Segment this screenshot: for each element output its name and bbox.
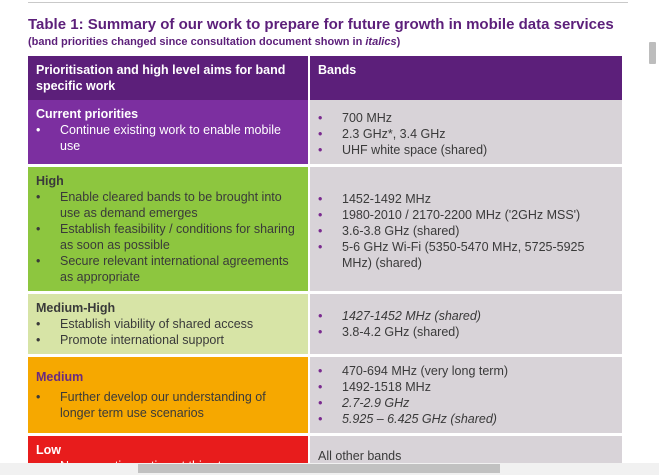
vertical-scroll-thumb[interactable] — [649, 42, 656, 64]
caption-subtitle-italic: italics — [365, 36, 397, 48]
priority-label: Low — [36, 443, 61, 457]
aims-list: Continue existing work to enable mobile … — [36, 122, 300, 154]
band-item: 3.6-3.8 GHz (shared) — [318, 223, 614, 239]
table-row-medium-high: Medium-High Establish viability of share… — [28, 294, 622, 357]
aim-item: Establish feasibility / conditions for s… — [36, 221, 300, 253]
priority-label: High — [36, 174, 64, 188]
band-item: 1452-1492 MHz — [318, 191, 614, 207]
band-item: 2.7-2.9 GHz — [318, 395, 614, 411]
header-bands: Bands — [310, 56, 622, 100]
band-item: 5.925 – 6.425 GHz (shared) — [318, 411, 614, 427]
table-caption: Table 1: Summary of our work to prepare … — [28, 16, 633, 49]
caption-subtitle-prefix: (band priorities changed since consultat… — [28, 36, 366, 48]
aims-list: Further develop our understanding of lon… — [36, 389, 300, 421]
aims-list: Enable cleared bands to be brought into … — [36, 189, 300, 285]
priority-cell: Current priorities Continue existing wor… — [28, 100, 310, 167]
horizontal-scroll-thumb[interactable] — [138, 464, 500, 473]
bands-list: 470-694 MHz (very long term) 1492-1518 M… — [318, 359, 614, 427]
bands-list: 1452-1492 MHz 1980-2010 / 2170-2200 MHz … — [318, 187, 614, 271]
aim-item: Enable cleared bands to be brought into … — [36, 189, 300, 221]
caption-title: Table 1: Summary of our work to prepare … — [28, 16, 614, 33]
caption-subtitle: (band priorities changed since consultat… — [28, 35, 633, 49]
vertical-scrollbar[interactable] — [647, 0, 659, 475]
top-divider — [28, 2, 628, 3]
band-item: 1492-1518 MHz — [318, 379, 614, 395]
summary-table: Prioritisation and high level aims for b… — [28, 56, 622, 475]
priority-cell: High Enable cleared bands to be brought … — [28, 167, 310, 294]
table-row-current-priorities: Current priorities Continue existing wor… — [28, 100, 622, 167]
band-item: 5-6 GHz Wi-Fi (5350-5470 MHz, 5725-5925 … — [318, 239, 614, 271]
band-item: 3.8-4.2 GHz (shared) — [318, 324, 614, 340]
priority-label: Medium — [36, 370, 84, 384]
priority-label: Current priorities — [36, 107, 139, 121]
aim-item: Establish viability of shared access — [36, 316, 300, 332]
priority-label: Medium-High — [36, 301, 116, 315]
table-row-medium: Medium Further develop our understanding… — [28, 357, 622, 436]
table-row-high: High Enable cleared bands to be brought … — [28, 167, 622, 294]
aim-item: Continue existing work to enable mobile … — [36, 122, 300, 154]
bands-text: All other bands — [318, 449, 402, 463]
aim-item: Further develop our understanding of lon… — [36, 389, 300, 421]
bands-list: 700 MHz 2.3 GHz*, 3.4 GHz UHF white spac… — [318, 106, 614, 158]
table-header-row: Prioritisation and high level aims for b… — [28, 56, 622, 100]
caption-subtitle-suffix: ) — [396, 36, 401, 48]
band-item: 700 MHz — [318, 110, 614, 126]
band-item: 2.3 GHz*, 3.4 GHz — [318, 126, 614, 142]
bands-cell: 700 MHz 2.3 GHz*, 3.4 GHz UHF white spac… — [310, 100, 622, 167]
priority-cell: Medium-High Establish viability of share… — [28, 294, 310, 357]
priority-cell: Medium Further develop our understanding… — [28, 357, 310, 436]
aims-list: Establish viability of shared access Pro… — [36, 316, 300, 348]
header-prioritisation: Prioritisation and high level aims for b… — [28, 56, 310, 100]
aim-item: Promote international support — [36, 332, 300, 348]
horizontal-scrollbar[interactable] — [0, 463, 659, 475]
band-item: 1427-1452 MHz (shared) — [318, 308, 614, 324]
bands-cell: 470-694 MHz (very long term) 1492-1518 M… — [310, 357, 622, 436]
aim-item: Secure relevant international agreements… — [36, 253, 300, 285]
bands-list: 1427-1452 MHz (shared) 3.8-4.2 GHz (shar… — [318, 304, 614, 340]
band-item: 1980-2010 / 2170-2200 MHz ('2GHz MSS') — [318, 207, 614, 223]
band-item: 470-694 MHz (very long term) — [318, 363, 614, 379]
bands-cell: 1427-1452 MHz (shared) 3.8-4.2 GHz (shar… — [310, 294, 622, 357]
band-item: UHF white space (shared) — [318, 142, 614, 158]
bands-cell: 1452-1492 MHz 1980-2010 / 2170-2200 MHz … — [310, 167, 622, 294]
